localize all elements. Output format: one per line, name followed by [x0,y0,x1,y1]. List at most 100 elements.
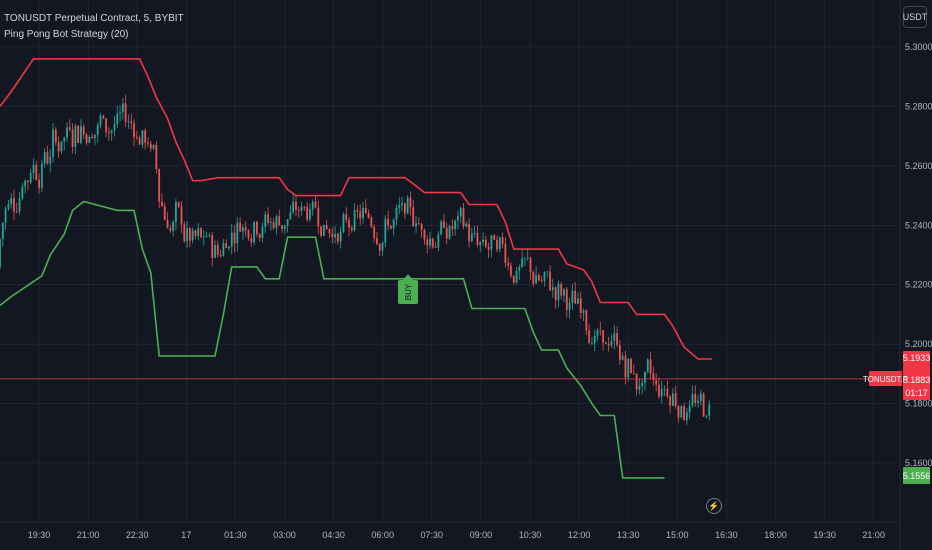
candle-body [289,212,292,220]
candle-body [261,226,264,238]
x-tick-label: 18:00 [764,530,787,540]
candle-body [311,201,314,210]
y-tick-label: 5.3000 [905,42,932,52]
candle-body [359,211,362,219]
candle-body [350,227,353,231]
candle-body [242,227,244,232]
candle-body [309,209,311,220]
candle-body [395,207,398,220]
svg-text:TONUSDT.P: TONUSDT.P [863,375,908,384]
candle-body [493,235,496,240]
candle-body [669,396,672,406]
candle-body [426,239,429,246]
candle-body [166,219,169,229]
x-tick-label: 15:00 [666,530,689,540]
candle-body [250,238,253,243]
candle-body [27,180,29,183]
candle-body [445,227,448,239]
candle-body [214,244,216,258]
candle-body [211,235,214,258]
candle-body [222,243,225,256]
lower-band-line [0,200,665,479]
candle-body [4,208,7,223]
candle-body [43,152,46,164]
candle-body [52,129,54,157]
candle-body [141,130,144,145]
candle-body [345,214,348,220]
candle-body [688,405,691,413]
buy-signal-marker: BUY [398,274,418,304]
candle-body [518,266,521,271]
candle-body [107,131,110,133]
candle-body [300,206,303,211]
candle-body [200,227,202,238]
candle-body [462,208,465,227]
candle-body [60,141,63,152]
candle-body [135,137,138,139]
candle-body [599,330,602,332]
candle-body [15,211,18,213]
candle-body [247,230,250,239]
candle-body [577,298,579,304]
candle-body [194,230,197,236]
candle-body [88,136,91,143]
candle-body [417,223,420,224]
lightning-icon[interactable]: ⚡ [706,498,722,514]
candle-body [666,388,669,397]
candle-body [63,137,66,142]
candle-body [149,143,152,149]
candle-body [188,228,191,241]
price-axis[interactable]: 5.3000 5.2800 5.2600 5.2400 5.2200 5.2000 5.18… [905,42,932,468]
candle-body [35,164,38,180]
svg-text:5.1933: 5.1933 [903,353,931,363]
candle-body [448,226,451,239]
x-tick-label: 21:00 [77,530,100,540]
candle-body [102,115,105,119]
candle-body [468,223,470,242]
time-axis[interactable]: 19:30 21:00 22:30 17 01:30 03:00 04:30 06:00 07:… [28,530,885,540]
chart-title: TONUSDT Perpetual Contract, 5, BYBIT [4,13,184,24]
candle-body [233,232,236,244]
candle-body [406,197,409,214]
candle-body [175,202,177,222]
candle-body [147,142,149,144]
candle-body [208,235,211,236]
candle-body [239,222,242,232]
candle-body [278,216,281,226]
y-tick-label: 5.1800 [905,399,932,409]
candle-body [627,358,630,378]
candle-body [546,271,549,273]
candle-body [370,217,373,227]
candle-body [21,186,24,199]
candle-body [579,298,582,313]
candle-body [275,216,278,228]
x-tick-label: 09:00 [470,530,493,540]
x-tick-label: 03:00 [273,530,296,540]
candle-body [420,223,423,231]
svg-text:5.1556: 5.1556 [903,471,931,481]
candle-body [216,244,219,255]
candle-body [18,198,21,212]
candle-body [532,272,535,284]
candle-body [362,208,364,219]
candle-body [454,220,457,230]
candle-body [236,222,239,244]
candle-body [557,283,560,301]
candle-body [219,254,222,256]
candle-body [169,228,172,231]
candle-body [591,343,593,344]
candle-body [29,173,32,183]
candle-body [403,203,406,214]
candle-body [367,212,370,218]
candle-body [691,394,694,406]
candle-body [325,224,328,230]
candle-body [46,152,49,164]
x-tick-label: 13:30 [617,530,640,540]
currency-button[interactable]: USDT [903,6,927,28]
candle-body [155,144,158,170]
candle-body [57,142,60,152]
candle-body [99,115,102,126]
candles [0,94,711,425]
candle-body [96,125,99,135]
